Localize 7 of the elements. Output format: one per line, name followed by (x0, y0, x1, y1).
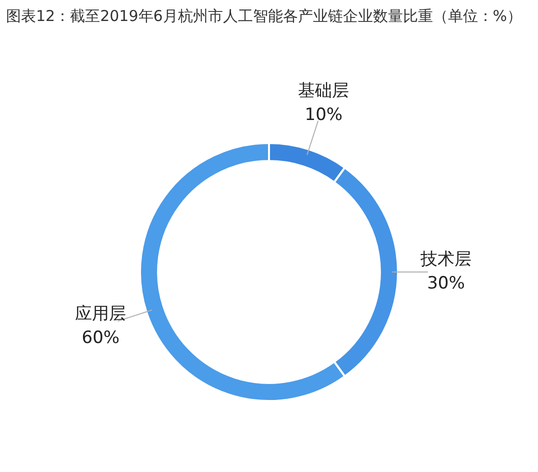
data-label: 60% (82, 328, 120, 348)
data-label: 10% (304, 105, 343, 126)
slice-label: 应用层 (75, 304, 126, 324)
slice-label: 技术层 (420, 249, 472, 270)
chart-title: 图表12：截至2019年6月杭州市人工智能各产业链企业数量比重（单位：%） (6, 6, 524, 26)
slice-label: 基础层 (298, 81, 350, 102)
data-label: 30% (427, 273, 465, 294)
